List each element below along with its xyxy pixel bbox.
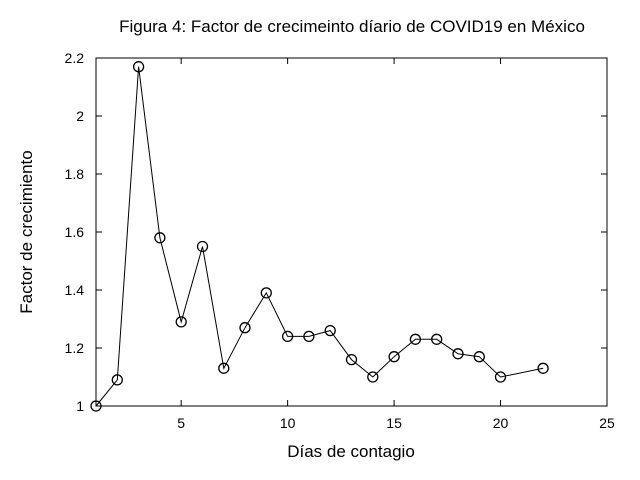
y-axis-label: Factor de crecimiento [17, 150, 36, 313]
chart-title: Figura 4: Factor de crecimeinto díario d… [119, 17, 585, 36]
data-point [303, 330, 315, 343]
data-point [111, 374, 123, 386]
x-tick-label: 20 [493, 415, 509, 431]
x-tick-label: 10 [280, 415, 296, 431]
y-tick-label: 1.8 [65, 166, 85, 182]
y-tick-label: 1.4 [65, 282, 85, 298]
axis-ticks [96, 57, 608, 407]
x-axis-label: Días de contagio [287, 442, 415, 461]
data-point [90, 400, 102, 412]
data-point [473, 351, 485, 363]
data-point [132, 61, 145, 73]
data-point [324, 324, 336, 337]
data-point [218, 362, 230, 374]
plot-frame [95, 57, 608, 407]
data-markers [90, 61, 549, 412]
data-point [345, 353, 358, 366]
y-tick-label: 1 [76, 398, 84, 414]
tick-labels: 5 10 15 20 25 1 1.2 1.4 1.6 1.8 2 2.2 [65, 50, 615, 431]
x-tick-label: 15 [386, 415, 402, 431]
y-tick-label: 1.2 [65, 340, 85, 356]
data-point [431, 333, 443, 345]
y-tick-label: 2.2 [65, 50, 85, 66]
data-point [175, 316, 187, 328]
data-point [196, 240, 209, 253]
y-tick-label: 2 [76, 108, 84, 124]
data-point [409, 333, 422, 345]
data-point [367, 371, 379, 383]
x-tick-label: 25 [599, 415, 615, 431]
data-point [281, 330, 294, 343]
data-point [239, 322, 251, 334]
data-point [452, 348, 464, 360]
y-tick-label: 1.6 [65, 224, 85, 240]
data-point [494, 371, 507, 383]
data-point [388, 351, 400, 363]
series-line [95, 66, 544, 407]
data-point [537, 362, 549, 374]
data-point [154, 232, 166, 244]
data-point [260, 287, 272, 299]
x-tick-label: 5 [177, 415, 185, 431]
